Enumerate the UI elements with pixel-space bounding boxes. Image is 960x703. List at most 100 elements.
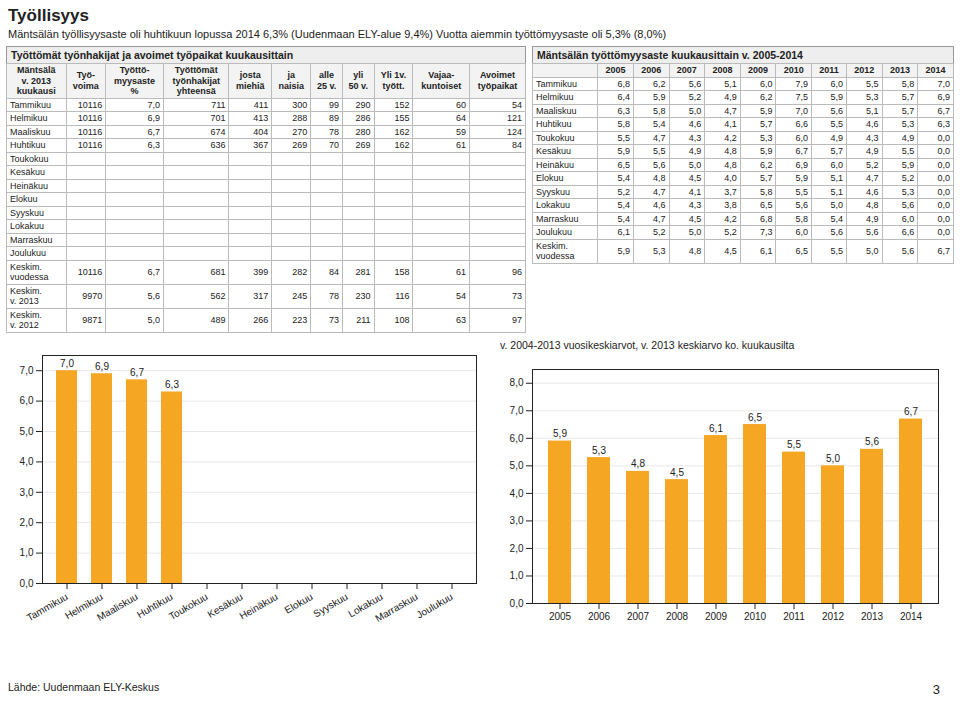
svg-text:Helmikuu: Helmikuu — [63, 590, 105, 621]
html-text:270: 270 — [292, 126, 308, 137]
html-text:Työttömät työnhakijat ja avoim: Työttömät työnhakijat ja avoimet työpaik… — [11, 49, 294, 61]
svg-text:7,0: 7,0 — [60, 357, 74, 368]
svg-text:0,0: 0,0 — [510, 597, 524, 608]
svg-text:1,0: 1,0 — [510, 570, 524, 581]
svg-text:6,0: 6,0 — [20, 395, 34, 406]
html-text:99: 99 — [328, 99, 339, 110]
html-text:Keskim. v. 2013: Keskim. v. 2013 — [10, 285, 42, 306]
html-text:162: 162 — [394, 126, 410, 137]
html-text:Mäntsälän työllisyysaste oli h: Mäntsälän työllisyysaste oli huhtikuun l… — [8, 28, 667, 40]
svg-text:5,0: 5,0 — [20, 425, 34, 436]
svg-text:Maaliskuu: Maaliskuu — [95, 590, 139, 622]
svg-text:5,3: 5,3 — [592, 444, 606, 455]
html-text:Keskim. vuodessa: Keskim. vuodessa — [536, 240, 575, 261]
html-text:Mäntsälä v. 2013 kuukausi: Mäntsälä v. 2013 kuukausi — [16, 65, 56, 96]
html-text:Keskim. vuodessa: Keskim. vuodessa — [10, 261, 49, 282]
svg-text:Elokuu: Elokuu — [283, 590, 315, 615]
html-text:Marraskuu: Marraskuu — [10, 234, 53, 245]
html-text:152: 152 — [394, 99, 410, 110]
svg-text:Heinäkuu: Heinäkuu — [237, 590, 279, 621]
svg-text:2008: 2008 — [666, 610, 689, 621]
svg-text:2,0: 2,0 — [20, 516, 34, 527]
html-text:280: 280 — [355, 126, 371, 137]
html-text:300: 300 — [292, 99, 308, 110]
svg-text:3,0: 3,0 — [510, 515, 524, 526]
html-text:alle 25 v.: alle 25 v. — [316, 70, 337, 91]
svg-text:5,0: 5,0 — [510, 460, 524, 471]
html-text:Keskim. v. 2012: Keskim. v. 2012 — [10, 309, 42, 330]
html-text:Työllisyys: Työllisyys — [8, 6, 89, 25]
html-text:404: 404 — [253, 126, 269, 137]
svg-text:0,0: 0,0 — [20, 577, 34, 588]
svg-text:5,6: 5,6 — [865, 436, 879, 447]
svg-text:6,7: 6,7 — [130, 366, 144, 377]
svg-text:2010: 2010 — [744, 610, 767, 621]
html-text:6,7: 6,7 — [147, 266, 160, 277]
html-text:7,0: 7,0 — [147, 99, 160, 110]
svg-text:6,9: 6,9 — [95, 360, 109, 371]
html-text:Toukokuu: Toukokuu — [10, 153, 49, 164]
svg-text:7,0: 7,0 — [20, 364, 34, 375]
svg-text:Joulukuu: Joulukuu — [414, 590, 454, 620]
html-text:711: 711 — [211, 99, 226, 110]
svg-text:2007: 2007 — [627, 610, 650, 621]
svg-text:4,0: 4,0 — [510, 487, 524, 498]
svg-text:2005: 2005 — [549, 610, 572, 621]
svg-text:5,5: 5,5 — [787, 439, 801, 450]
html-text:Syyskuu: Syyskuu — [10, 207, 44, 218]
svg-text:2013: 2013 — [861, 610, 884, 621]
html-text:10116: 10116 — [77, 266, 103, 277]
svg-text:2011: 2011 — [783, 610, 805, 621]
html-text:674: 674 — [210, 126, 226, 137]
html-text:Heinäkuu: Heinäkuu — [10, 180, 48, 191]
html-text:124: 124 — [507, 126, 522, 137]
svg-text:1,0: 1,0 — [20, 547, 34, 558]
svg-text:Marraskuu: Marraskuu — [373, 590, 419, 623]
svg-text:Lokakuu: Lokakuu — [346, 590, 385, 619]
svg-text:6,3: 6,3 — [165, 378, 179, 389]
svg-text:4,0: 4,0 — [20, 456, 34, 467]
svg-text:2009: 2009 — [705, 610, 728, 621]
html-text:Työttö- myysaste %: Työttö- myysaste % — [114, 65, 156, 96]
svg-text:4,8: 4,8 — [631, 458, 645, 469]
html-text:Mäntsälän työttömyysaste kuuka: Mäntsälän työttömyysaste kuukausittain v… — [537, 49, 803, 61]
svg-text:3,0: 3,0 — [20, 486, 34, 497]
html-text:Vajaa- kuntoiset: Vajaa- kuntoiset — [421, 70, 462, 91]
html-text:Maaliskuu: Maaliskuu — [10, 126, 51, 137]
svg-text:Tammikuu: Tammikuu — [25, 590, 70, 622]
svg-text:Huhtikuu: Huhtikuu — [134, 590, 175, 620]
html-text:Työ- voima: Työ- voima — [72, 70, 99, 91]
html-text:78: 78 — [328, 126, 339, 137]
svg-text:4,5: 4,5 — [670, 466, 684, 477]
html-text:Yli 1v. tyött.: Yli 1v. tyött. — [380, 70, 407, 91]
html-text:10116: 10116 — [77, 126, 103, 137]
html-text:Työttömät työnhakijat yhteensä: Työttömät työnhakijat yhteensä — [172, 65, 220, 96]
svg-text:Toukokuu: Toukokuu — [167, 590, 210, 621]
svg-text:2014: 2014 — [900, 610, 923, 621]
html-text:Tammikuu: Tammikuu — [10, 99, 51, 110]
svg-text:2,0: 2,0 — [510, 542, 524, 553]
svg-text:8,0: 8,0 — [510, 377, 524, 388]
html-text:yli 50 v.: yli 50 v. — [348, 70, 368, 91]
html-text:josta miehiä: josta miehiä — [236, 70, 265, 91]
html-text:v. 2004-2013 vuosikeskiarvot,: v. 2004-2013 vuosikeskiarvot, v. 2013 ke… — [500, 338, 795, 351]
html-text:681: 681 — [210, 266, 226, 277]
html-text:290: 290 — [355, 99, 371, 110]
svg-text:6,1: 6,1 — [709, 422, 723, 433]
html-text:6,7: 6,7 — [147, 126, 160, 137]
svg-text:2012: 2012 — [822, 610, 845, 621]
html-text:ja naisia: ja naisia — [278, 70, 304, 91]
html-text:10116: 10116 — [77, 99, 103, 110]
svg-text:Kesäkuu: Kesäkuu — [205, 590, 245, 620]
svg-text:5,0: 5,0 — [826, 452, 840, 463]
svg-text:6,0: 6,0 — [510, 432, 524, 443]
html-text:Lähde: Uudenmaan ELY-Keskus: Lähde: Uudenmaan ELY-Keskus — [8, 681, 160, 693]
svg-text:6,5: 6,5 — [748, 411, 762, 422]
svg-text:5,9: 5,9 — [553, 428, 567, 439]
svg-text:2006: 2006 — [588, 610, 611, 621]
svg-text:7,0: 7,0 — [510, 404, 524, 415]
html-text:Avoimet työpaikat: Avoimet työpaikat — [477, 70, 518, 91]
html-text:411: 411 — [253, 99, 269, 110]
svg-text:6,7: 6,7 — [904, 406, 918, 417]
svg-text:Syyskuu: Syyskuu — [311, 590, 349, 618]
